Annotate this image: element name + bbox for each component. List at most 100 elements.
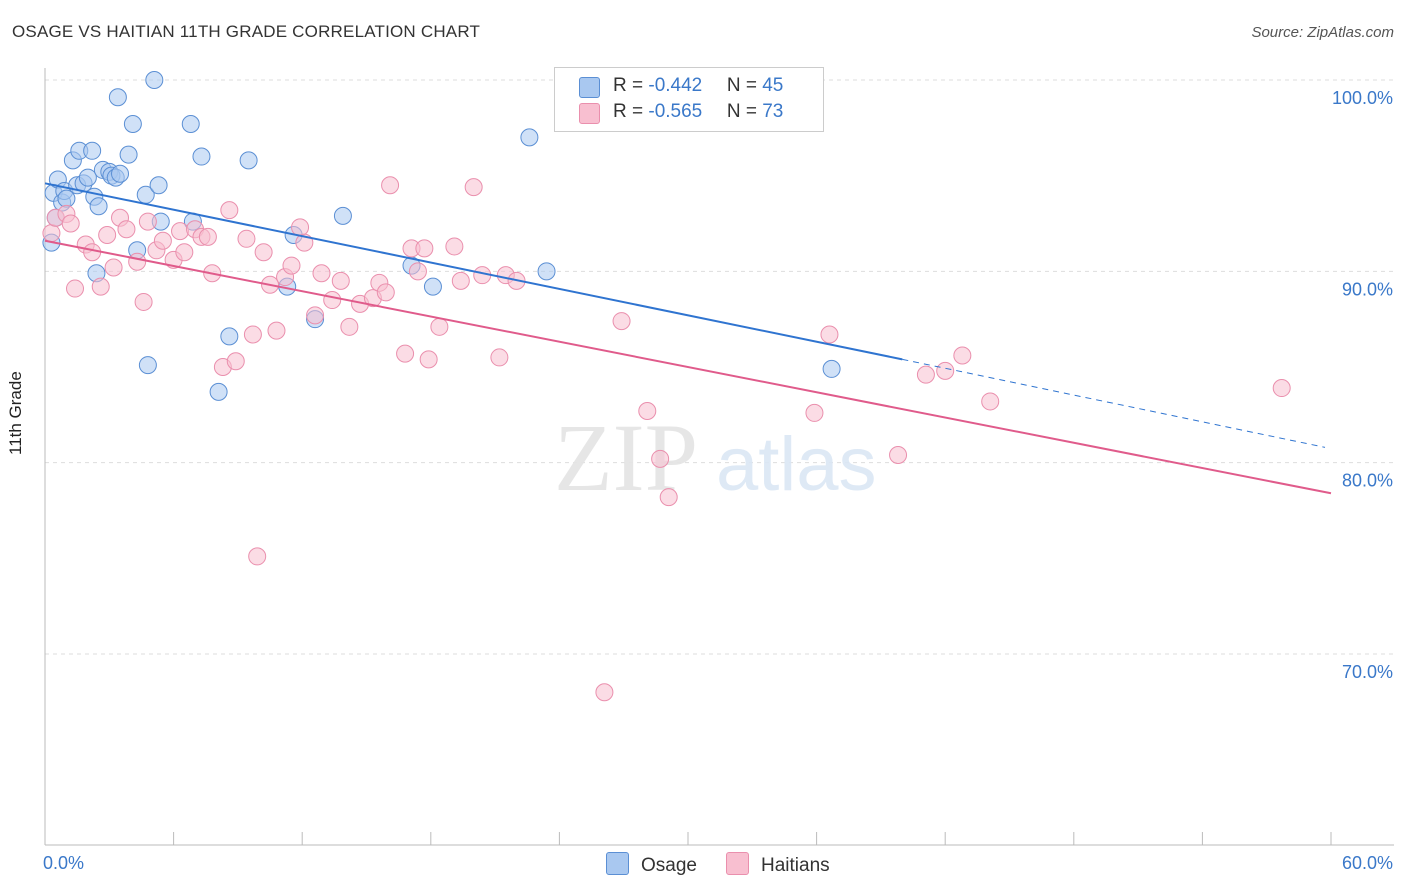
osage-n-label: N = <box>726 75 763 96</box>
osage-point <box>89 197 108 216</box>
osage-point <box>209 382 228 401</box>
haitians-point <box>66 279 85 298</box>
haitians-point <box>243 325 262 344</box>
osage-legend-swatch <box>606 852 629 875</box>
haitians-point <box>42 224 61 243</box>
haitians-point <box>419 350 438 369</box>
haitians-point <box>805 403 824 422</box>
haitians-point <box>981 392 1000 411</box>
haitians-point <box>98 225 117 244</box>
haitians-point <box>91 277 110 296</box>
watermark: ZIP atlas <box>554 404 877 511</box>
legend-item-osage[interactable]: Osage <box>606 852 697 877</box>
haitians-point <box>820 325 839 344</box>
haitians-swatch <box>579 103 600 124</box>
haitians-point <box>254 243 273 262</box>
haitians-point <box>104 258 123 277</box>
haitians-point <box>595 683 614 702</box>
osage-trend-extension <box>902 358 1326 448</box>
haitians-r-value: -0.565 <box>648 101 703 122</box>
haitians-n-value: 73 <box>762 101 784 122</box>
osage-point <box>537 262 556 281</box>
chart-title: OSAGE VS HAITIAN 11TH GRADE CORRELATION … <box>12 22 481 41</box>
osage-point <box>520 128 539 147</box>
osage-n-value: 45 <box>762 75 784 96</box>
osage-point <box>119 145 138 164</box>
osage-point <box>333 206 352 225</box>
haitians-points <box>42 176 1291 702</box>
haitians-point <box>376 283 395 302</box>
x-tick-label: 0.0% <box>43 853 84 873</box>
haitians-point <box>198 227 217 246</box>
osage-point <box>149 176 168 195</box>
osage-point <box>822 359 841 378</box>
osage-swatch <box>579 77 600 98</box>
haitians-point <box>171 222 190 241</box>
osage-point <box>423 277 442 296</box>
haitians-legend-swatch <box>726 852 749 875</box>
osage-point <box>145 71 164 89</box>
source-label: Source: ZipAtlas.com <box>1251 24 1394 41</box>
haitians-point <box>415 239 434 258</box>
osage-point <box>108 88 127 107</box>
haitians-point <box>445 237 464 256</box>
osage-point <box>123 115 142 134</box>
haitians-point <box>638 402 657 421</box>
osage-trend-line <box>44 182 903 361</box>
haitians-point <box>291 218 310 237</box>
haitians-point <box>117 220 136 239</box>
haitians-point <box>936 361 955 380</box>
y-tick-label: 70.0% <box>1342 662 1393 682</box>
haitians-point <box>889 446 908 465</box>
haitians-point <box>430 317 449 336</box>
haitians-point <box>396 344 415 363</box>
haitians-point <box>916 365 935 384</box>
osage-point <box>83 141 102 160</box>
haitians-point <box>83 243 102 262</box>
y-tick-label: 90.0% <box>1342 279 1393 299</box>
haitians-point <box>651 449 670 468</box>
x-tick-label: 60.0% <box>1342 853 1393 873</box>
haitians-point <box>220 201 239 220</box>
osage-legend-label: Osage <box>641 855 697 876</box>
haitians-trend-line <box>44 239 1332 495</box>
haitians-point <box>175 243 194 262</box>
osage-r-value: -0.442 <box>648 75 703 96</box>
haitians-point <box>282 256 301 275</box>
haitians-point <box>464 178 483 197</box>
osage-point <box>111 164 130 183</box>
haitians-point <box>612 312 631 331</box>
osage-point <box>138 356 157 375</box>
haitians-point <box>134 292 153 311</box>
haitians-point <box>306 306 325 325</box>
osage-point <box>239 151 258 170</box>
haitians-point <box>323 291 342 310</box>
axes <box>44 68 1394 846</box>
trend-lines <box>44 182 1332 495</box>
osage-r-label: R = <box>613 75 649 96</box>
haitians-point <box>408 262 427 281</box>
haitians-point <box>451 271 470 290</box>
haitians-point <box>340 317 359 336</box>
haitians-point <box>128 252 147 271</box>
correlation-legend: R = -0.442 N = 45 R = -0.565 N = 73 <box>554 67 824 132</box>
haitians-point <box>226 352 245 371</box>
haitians-point <box>237 229 256 248</box>
osage-point <box>181 115 200 134</box>
osage-point <box>220 327 239 346</box>
osage-point <box>192 147 211 166</box>
haitians-n-label: N = <box>726 101 763 122</box>
haitians-point <box>490 348 509 367</box>
osage-point <box>78 168 97 187</box>
tick-labels: 70.0% 80.0% 90.0% 100.0% 0.0% 60.0% <box>43 88 1393 873</box>
haitians-point <box>331 271 350 290</box>
haitians-point <box>312 264 331 283</box>
haitians-point <box>61 214 80 233</box>
legend-item-haitians[interactable]: Haitians <box>726 852 830 877</box>
haitians-point <box>1272 379 1291 398</box>
haitians-point <box>267 321 286 340</box>
watermark-atlas: atlas <box>716 422 877 507</box>
haitians-point <box>138 212 157 231</box>
y-tick-label: 100.0% <box>1332 88 1393 108</box>
